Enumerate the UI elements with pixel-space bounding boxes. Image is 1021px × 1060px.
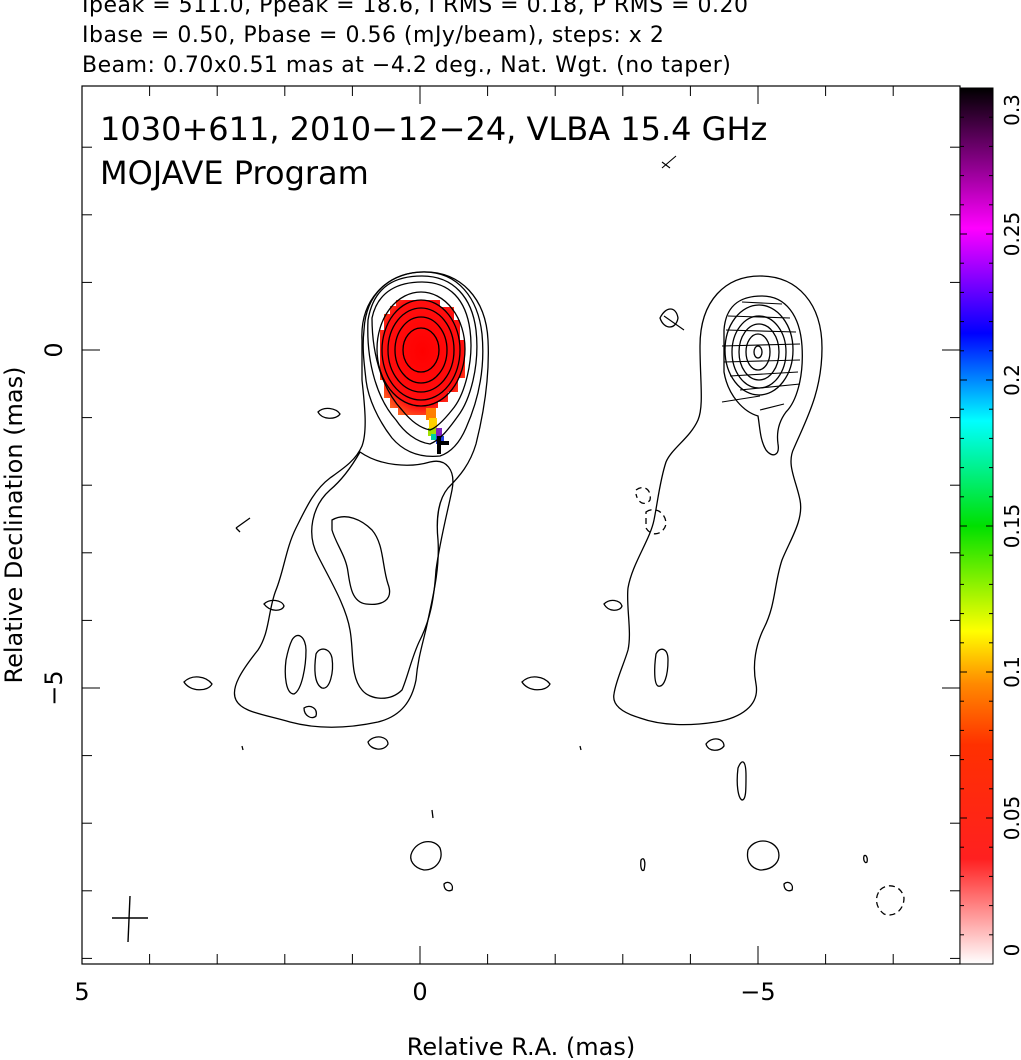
colorbar-tick-label: 0.3 — [1000, 94, 1021, 126]
y-axis-ticks — [82, 146, 960, 959]
polarization-color-map — [380, 300, 465, 454]
x-tick-label: 0 — [412, 978, 427, 1006]
colorbar-tick-labels: 0 0.05 0.1 0.15 0.2 0.25 0.3 — [1000, 94, 1021, 956]
plot-frame — [81, 85, 961, 965]
y-tick-label: −5 — [40, 670, 68, 705]
beam-marker — [112, 895, 148, 943]
y-tick-label: 0 — [40, 342, 68, 357]
colorbar-tick-label: 0 — [1000, 944, 1021, 957]
x-axis-title: Relative R.A. (mas) — [407, 1033, 635, 1060]
colorbar-tick-label: 0.05 — [1000, 796, 1021, 841]
chart-title: 1030+611, 2010−12−24, VLBA 15.4 GHz — [100, 110, 767, 148]
header-line-1: Ipeak = 511.0, Ppeak = 18.6, I RMS = 0.1… — [82, 0, 749, 18]
header-line-3: Beam: 0.70x0.51 mas at −4.2 deg., Nat. W… — [82, 53, 732, 78]
colorbar-tick-label: 0.2 — [1000, 364, 1021, 396]
x-tick-label: 5 — [74, 978, 89, 1006]
y-axis-tick-labels: 0 −5 — [40, 342, 68, 705]
colorbar-ticks — [960, 87, 993, 965]
left-panel-intensity-contours — [183, 271, 489, 892]
colorbar-tick-label: 0.25 — [1000, 212, 1021, 257]
chart-subtitle: MOJAVE Program — [100, 154, 369, 192]
header-line-2: Ibase = 0.50, Pbase = 0.56 (mJy/beam), s… — [82, 23, 665, 48]
colorbar-tick-label: 0.15 — [1000, 504, 1021, 549]
colorbar-tick-label: 0.1 — [1000, 656, 1021, 688]
x-axis-ticks — [81, 86, 894, 964]
x-tick-label: −5 — [740, 978, 775, 1006]
x-axis-tick-labels: 5 0 −5 — [74, 978, 775, 1006]
y-axis-title: Relative Declination (mas) — [0, 366, 28, 683]
right-panel-intensity-contours — [521, 155, 905, 916]
